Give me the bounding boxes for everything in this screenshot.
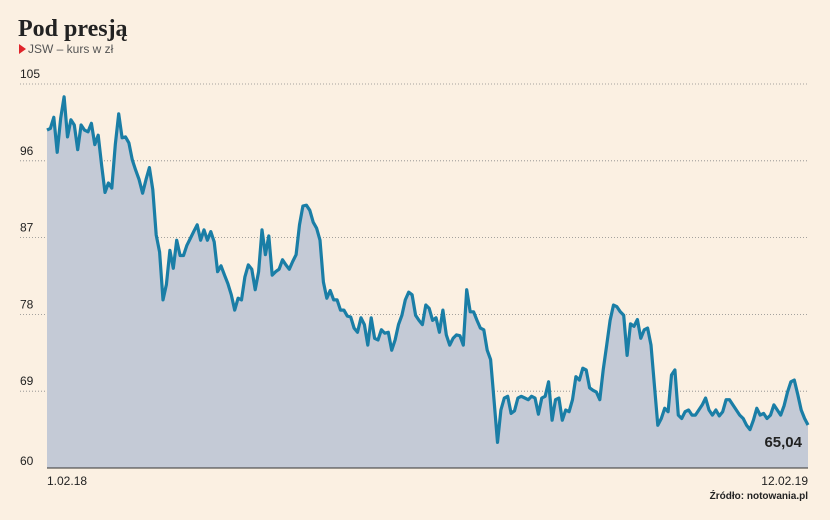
x-tick-label: 1.02.18	[47, 474, 87, 488]
y-tick-label: 69	[20, 374, 34, 388]
x-tick-label: 12.02.19	[761, 474, 808, 488]
value-label: 65,04	[764, 434, 802, 451]
subtitle-marker	[19, 44, 26, 54]
chart-title: Pod presją	[18, 16, 128, 42]
y-tick-label: 78	[20, 297, 34, 311]
source: Źródło: notowania.pl	[710, 489, 809, 502]
chart-subtitle: JSW – kurs w zł	[28, 42, 114, 56]
y-tick-label: 105	[20, 67, 40, 81]
y-tick-label: 96	[20, 144, 34, 158]
y-tick-label: 60	[20, 454, 34, 468]
area	[47, 96, 808, 469]
line	[46, 95, 810, 444]
y-tick-label: 87	[20, 221, 34, 235]
